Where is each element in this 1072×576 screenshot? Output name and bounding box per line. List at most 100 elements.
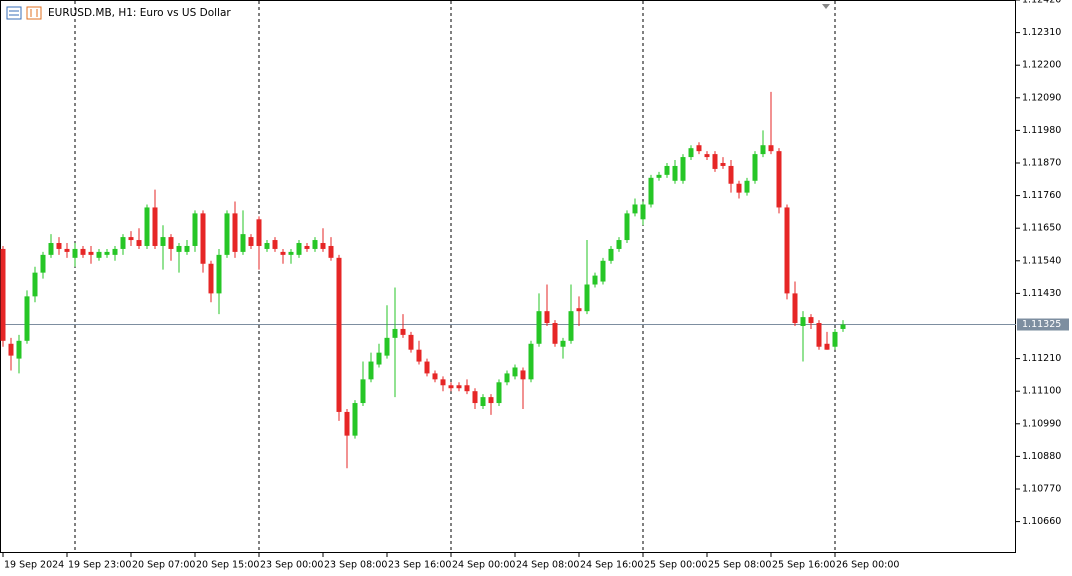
candle-body: [464, 385, 470, 392]
candle-body: [616, 240, 622, 249]
candle-body: [384, 337, 390, 356]
candle-body: [552, 323, 558, 344]
candle-body: [400, 328, 406, 335]
shift-marker: [822, 4, 830, 9]
candle-body: [544, 311, 550, 324]
candle-body: [520, 370, 526, 380]
candle-body: [208, 263, 214, 294]
candle-body: [376, 352, 382, 365]
candle-body: [352, 403, 358, 436]
candle-body: [360, 379, 366, 404]
price-label-box: [1017, 318, 1069, 331]
candle-body: [112, 248, 118, 255]
candle-body: [80, 248, 86, 255]
y-tick-label: 1.11760: [1022, 190, 1061, 201]
y-tick-label: 1.12310: [1022, 27, 1061, 38]
y-tick-label: 1.12200: [1022, 60, 1061, 71]
candle-body: [704, 154, 710, 158]
candle-body: [832, 331, 838, 347]
candle-body: [64, 248, 70, 252]
x-tick-label: 23 Sep 08:00: [324, 560, 387, 571]
candle-body: [272, 240, 278, 249]
x-tick-label: 26 Sep 00:00: [836, 560, 899, 571]
candle-body: [192, 213, 198, 246]
candle-body: [424, 361, 430, 374]
y-tick-label: 1.11650: [1022, 223, 1061, 234]
candle-body: [24, 296, 30, 341]
x-tick-label: 23 Sep 16:00: [388, 560, 451, 571]
y-tick-label: 1.12420: [1022, 0, 1061, 6]
candle-body: [304, 245, 310, 249]
candle-body: [224, 213, 230, 255]
x-tick-label: 19 Sep 2024: [4, 560, 64, 571]
candle-body: [784, 207, 790, 294]
candle-body: [32, 272, 38, 297]
x-tick-label: 20 Sep 15:00: [196, 560, 259, 571]
candle-body: [240, 234, 246, 252]
x-tick-label: 24 Sep 00:00: [452, 560, 515, 571]
candle-body: [488, 397, 494, 404]
y-tick-label: 1.11540: [1022, 255, 1061, 266]
x-tick-label: 20 Sep 07:00: [132, 560, 195, 571]
candle-body: [0, 248, 6, 341]
candle-body: [840, 324, 846, 329]
y-tick-label: 1.10880: [1022, 451, 1061, 462]
candle-body: [624, 213, 630, 241]
candle-body: [416, 349, 422, 362]
candle-body: [128, 237, 134, 241]
candle-body: [248, 237, 254, 246]
candle-body: [104, 251, 110, 255]
candle-body: [712, 154, 718, 169]
x-tick-label: 25 Sep 08:00: [708, 560, 771, 571]
candle-body: [560, 340, 566, 347]
candle-body: [816, 323, 822, 347]
candle-body: [288, 251, 294, 255]
y-tick-label: 1.11430: [1022, 288, 1061, 299]
candle-body: [728, 165, 734, 184]
candle-body: [776, 151, 782, 208]
candle-body: [824, 343, 830, 350]
candle-body: [168, 237, 174, 249]
y-tick-label: 1.10660: [1022, 516, 1061, 527]
candle-body: [72, 248, 78, 258]
x-tick-label: 24 Sep 16:00: [580, 560, 643, 571]
candle-body: [536, 311, 542, 344]
candle-body: [512, 367, 518, 377]
icon: [26, 6, 42, 20]
candle-body: [688, 148, 694, 158]
candle-body: [40, 254, 46, 273]
candle-body: [344, 411, 350, 436]
candle-body: [216, 254, 222, 294]
y-tick-label: 1.11210: [1022, 353, 1061, 364]
candle-body: [120, 237, 126, 249]
candle-body: [160, 237, 166, 246]
candle-body: [808, 317, 814, 324]
candle-body: [368, 361, 374, 380]
candle-body: [320, 243, 326, 249]
candle-body: [608, 248, 614, 261]
candle-body: [504, 373, 510, 383]
candle-body: [432, 373, 438, 380]
y-tick-label: 1.11870: [1022, 157, 1061, 168]
y-tick-label: 1.11980: [1022, 125, 1061, 136]
candle-body: [768, 145, 774, 152]
y-tick-label: 1.10990: [1022, 418, 1061, 429]
candle-body: [448, 385, 454, 389]
x-tick-label: 25 Sep 00:00: [644, 560, 707, 571]
candle-body: [584, 284, 590, 312]
candle-body: [8, 343, 14, 356]
candle-body: [752, 154, 758, 181]
candle-body: [528, 343, 534, 380]
plot-frame: [0, 0, 1016, 553]
x-tick-label: 24 Sep 08:00: [516, 560, 579, 571]
candle-body: [280, 251, 286, 255]
candle-body: [232, 213, 238, 252]
price-label: 1.11325: [1022, 319, 1061, 330]
candle-body: [672, 165, 678, 181]
icon: [6, 6, 22, 20]
candle-body: [184, 245, 190, 252]
candle-body: [760, 145, 766, 155]
chart-title: EURUSD.MB, H1: Euro vs US Dollar: [48, 7, 231, 19]
